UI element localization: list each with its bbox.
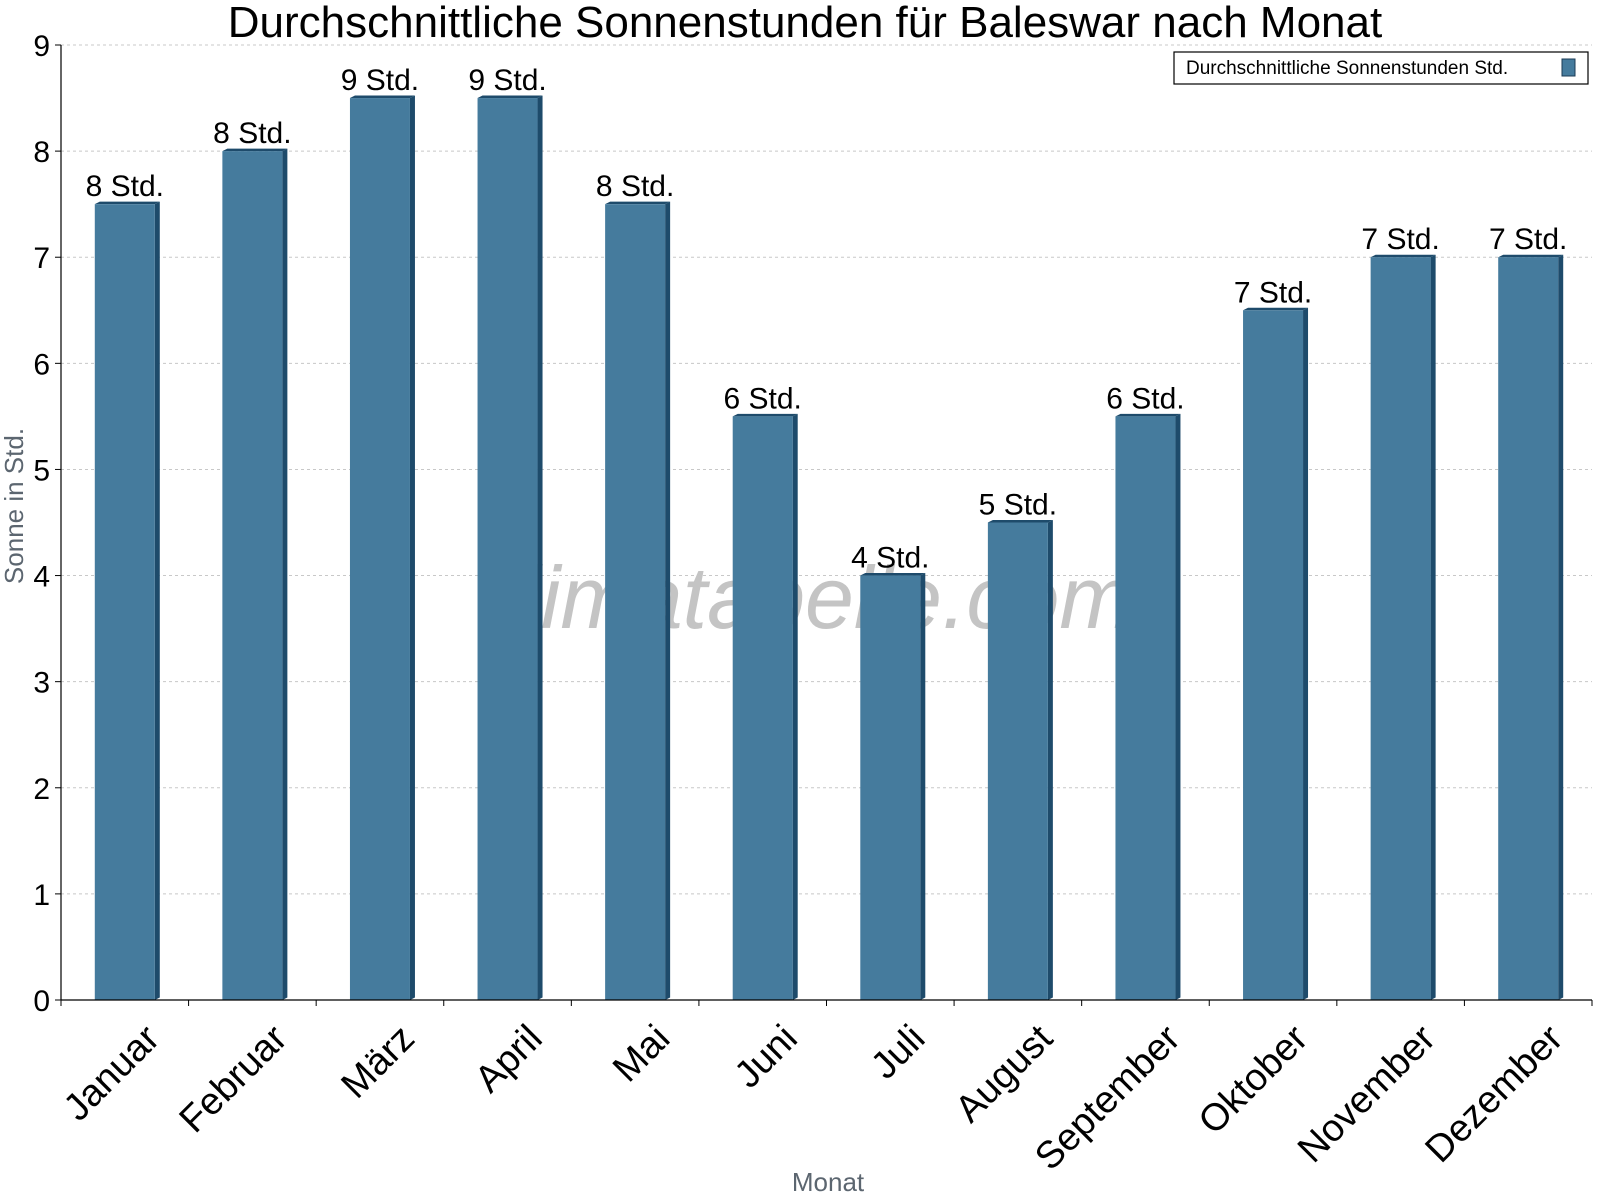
- x-tick-label: Februar: [172, 1017, 296, 1141]
- bars: [94, 95, 1564, 1001]
- y-tick-label: 6: [33, 348, 50, 381]
- bar-mai: [605, 201, 671, 1000]
- data-label: 9 Std.: [341, 64, 419, 97]
- bar-face: [1370, 257, 1431, 1000]
- bar-side: [537, 95, 543, 1001]
- y-tick-label: 5: [33, 454, 50, 487]
- legend-box: [1173, 51, 1589, 85]
- bar-face: [222, 151, 283, 1001]
- bar-februar: [222, 148, 288, 1001]
- x-tick-label: August: [948, 1017, 1062, 1131]
- y-tick-label: 8: [33, 136, 50, 169]
- y-tick-label: 3: [33, 667, 50, 700]
- data-label: 4 Std.: [851, 542, 929, 575]
- bar-juli: [860, 573, 926, 1000]
- legend-label: Durchschnittliche Sonnenstunden Std.: [1186, 58, 1508, 79]
- x-tick-label: März: [334, 1017, 423, 1106]
- bar-side: [1303, 307, 1309, 1000]
- bar-face: [605, 204, 666, 1000]
- bar-side: [1558, 254, 1564, 1000]
- data-label: 9 Std.: [468, 64, 546, 97]
- x-tick-label: Mai: [605, 1017, 678, 1090]
- y-tick-label: 4: [33, 561, 50, 594]
- bar-top: [477, 95, 543, 99]
- data-label: 7 Std.: [1361, 223, 1439, 256]
- bar-face: [732, 416, 793, 1000]
- bar-side: [154, 201, 160, 1000]
- x-tick-label: Juni: [727, 1017, 806, 1096]
- grid-lines: [61, 44, 1592, 895]
- bar-side: [920, 573, 926, 1000]
- bar-top: [860, 573, 926, 576]
- bar-august: [987, 520, 1053, 1000]
- data-label: 7 Std.: [1489, 223, 1567, 256]
- y-tick-label: 9: [33, 30, 50, 63]
- bar-top: [1370, 254, 1436, 258]
- bar-april: [477, 95, 543, 1001]
- bar-januar: [94, 201, 160, 1000]
- bar-top: [349, 95, 415, 99]
- x-tick-label: November: [1290, 1017, 1444, 1171]
- y-tick-label: 7: [33, 242, 50, 275]
- bar-top: [1498, 254, 1564, 258]
- bar-face: [477, 98, 538, 1001]
- data-label: 8 Std.: [213, 117, 291, 150]
- bar-top: [987, 520, 1053, 523]
- bar-top: [94, 201, 160, 205]
- bar-side: [409, 95, 415, 1001]
- bar-märz: [349, 95, 415, 1001]
- data-label: 6 Std.: [1106, 382, 1184, 415]
- bar-november: [1370, 254, 1436, 1000]
- bar-top: [1243, 307, 1309, 311]
- y-axis-label: Sonne in Std.: [0, 428, 29, 584]
- x-tick-label: Dezember: [1418, 1017, 1572, 1171]
- x-tick-label: Juli: [863, 1017, 933, 1087]
- bar-oktober: [1243, 307, 1309, 1000]
- y-tick-label: 2: [33, 773, 50, 806]
- x-axis-label: Monat: [792, 1167, 865, 1197]
- y-tick-label: 0: [33, 985, 50, 1018]
- bar-september: [1115, 413, 1181, 1000]
- y-tick-labels: 0 1 2 3 4 5 6 7 8 9: [33, 30, 50, 1018]
- y-tick-label: 1: [33, 879, 50, 912]
- bar-top: [222, 148, 288, 152]
- data-labels: 8 Std. 8 Std. 9 Std. 9 Std. 8 Std. 6 Std. 4 St…: [86, 64, 1568, 575]
- bar-top: [605, 201, 671, 205]
- bar-side: [282, 148, 288, 1001]
- data-label: 8 Std.: [86, 170, 164, 203]
- x-tick-labels: Januar Februar März April Mai Juni Juli AugustS…: [56, 1017, 1572, 1178]
- x-tick-label: April: [467, 1017, 550, 1100]
- bar-face: [987, 522, 1048, 1000]
- bar-face: [1498, 257, 1559, 1000]
- bar-face: [860, 575, 921, 1000]
- bar-face: [1115, 416, 1176, 1000]
- data-label: 5 Std.: [979, 489, 1057, 522]
- bar-juni: [732, 413, 798, 1000]
- bar-top: [1115, 413, 1181, 417]
- bar-side: [665, 201, 671, 1000]
- data-label: 8 Std.: [596, 170, 674, 203]
- bar-face: [1243, 310, 1304, 1000]
- bar-side: [1175, 413, 1181, 1000]
- bar-face: [349, 98, 410, 1001]
- data-label: 6 Std.: [724, 382, 802, 415]
- x-tick-label: Januar: [56, 1017, 168, 1129]
- legend-swatch: [1561, 58, 1576, 77]
- chart-title: Durchschnittliche Sonnenstunden für Bale…: [228, 0, 1382, 47]
- bar-top: [732, 413, 798, 417]
- bar-side: [1047, 520, 1053, 1000]
- x-tick-label: Oktober: [1191, 1017, 1317, 1143]
- bar-face: [94, 204, 155, 1000]
- axes: [55, 44, 1593, 1006]
- bar-dezember: [1498, 254, 1564, 1000]
- bar-side: [1430, 254, 1436, 1000]
- bar-side: [792, 413, 798, 1000]
- data-label: 7 Std.: [1234, 276, 1312, 309]
- legend: Durchschnittliche Sonnenstunden Std.: [1173, 51, 1589, 85]
